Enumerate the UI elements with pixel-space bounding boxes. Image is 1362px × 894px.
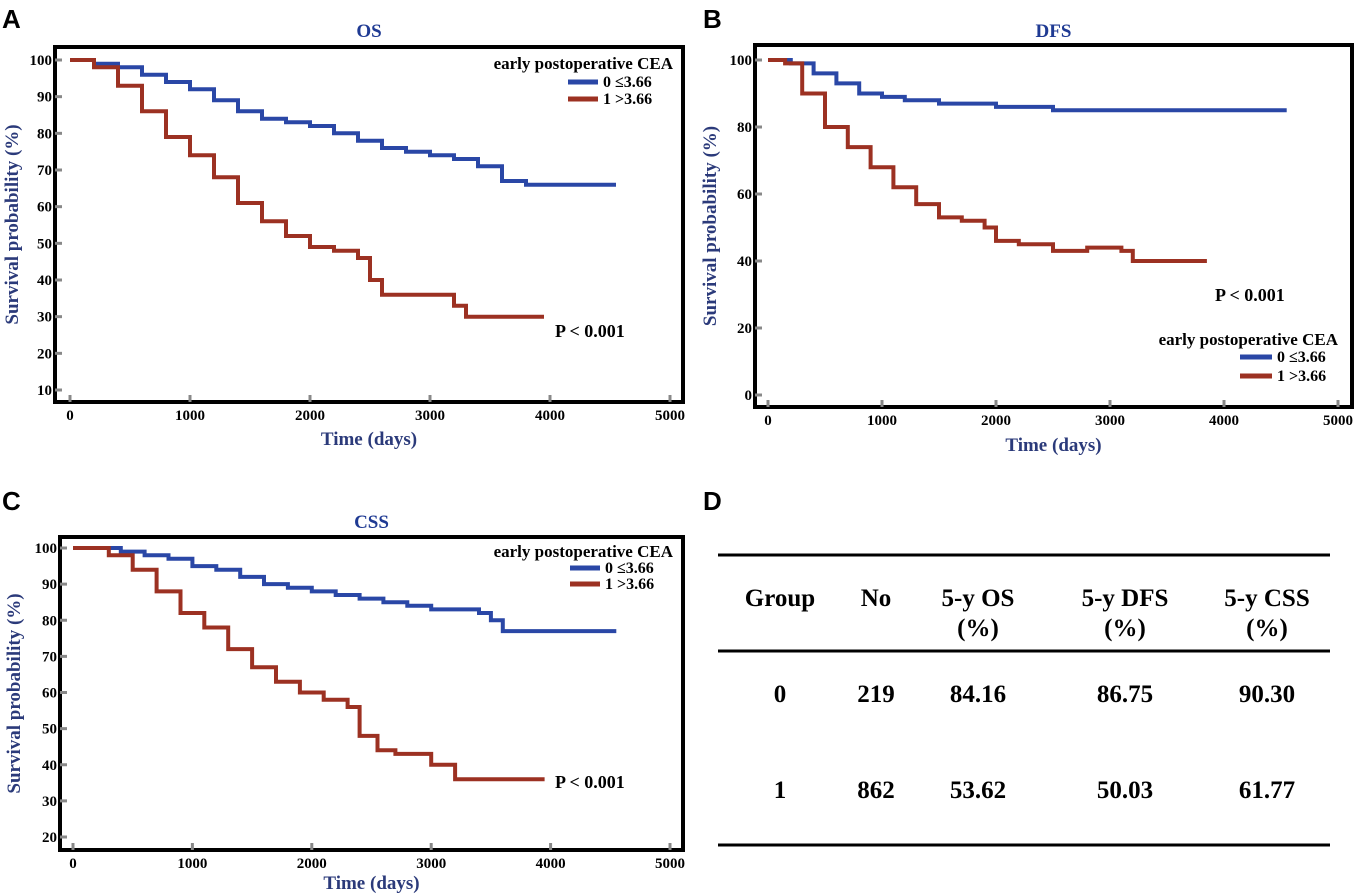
y-tick-label: 70 [42, 649, 57, 665]
y-tick-label: 30 [37, 310, 52, 326]
x-tick-label: 5000 [655, 856, 685, 872]
dfs-chart: DFS Time (days) Survival probability (%) 0 2… [700, 21, 1354, 456]
legend-entry: 1 >3.66 [603, 91, 652, 108]
table-cell: 84.16 [950, 681, 1006, 708]
x-tick-label: 0 [66, 408, 74, 424]
y-axis-label: Survival probability (%) [700, 126, 721, 326]
y-tick-label: 80 [42, 613, 57, 629]
x-tick-label: 1000 [867, 413, 897, 429]
plot-frame [53, 45, 685, 404]
y-tick-label: 100 [30, 53, 53, 69]
x-tick-label: 3000 [1095, 413, 1125, 429]
y-tick-label: 50 [42, 722, 57, 738]
x-tick-label: 1000 [175, 408, 205, 424]
x-axis-label: Time (days) [1005, 435, 1101, 456]
y-tick-label: 40 [737, 254, 752, 270]
x-tick-label: 4000 [536, 856, 566, 872]
y-tick-label: 90 [37, 90, 52, 106]
x-tick-label: 2000 [981, 413, 1011, 429]
table-cell: 61.77 [1239, 777, 1295, 804]
y-tick-label: 0 [745, 388, 753, 404]
x-tick-label: 5000 [655, 408, 685, 424]
table-header-unit: (%) [957, 615, 999, 642]
legend-title: early postoperative CEA [494, 54, 674, 73]
table-header-unit: (%) [1246, 615, 1288, 642]
survival-curve-high-cea [70, 58, 544, 319]
legend-entry: 0 ≤3.66 [605, 560, 654, 577]
survival-curve-high-cea [768, 58, 1207, 263]
chart-title: CSS [354, 512, 389, 533]
x-tick-label: 4000 [535, 408, 565, 424]
y-tick-label: 40 [42, 758, 57, 774]
p-value-label: P < 0.001 [555, 321, 625, 341]
y-tick-label: 100 [35, 541, 58, 557]
panel-label-d: D [703, 486, 722, 516]
legend-title: early postoperative CEA [1159, 330, 1339, 349]
survival-curve-high-cea [73, 546, 545, 782]
table-cell: 0 [774, 681, 787, 708]
panel-label-b: B [703, 4, 722, 34]
y-tick-label: 100 [730, 53, 753, 69]
table-cell: 50.03 [1097, 777, 1153, 804]
x-axis-label: Time (days) [323, 873, 419, 894]
p-value-label: P < 0.001 [555, 772, 625, 792]
x-tick-label: 0 [764, 413, 772, 429]
legend-entry: 1 >3.66 [1277, 368, 1326, 385]
y-tick-label: 20 [42, 830, 57, 846]
y-tick-label: 30 [42, 794, 57, 810]
x-axis-label: Time (days) [321, 429, 417, 450]
y-tick-label: 80 [37, 126, 52, 142]
table-header: No [861, 585, 892, 612]
table-cell: 219 [857, 681, 895, 708]
y-tick-label: 60 [737, 187, 752, 203]
x-tick-label: 5000 [1323, 413, 1353, 429]
x-tick-label: 2000 [295, 408, 325, 424]
x-tick-label: 3000 [416, 856, 446, 872]
x-tick-label: 0 [69, 856, 77, 872]
survival-curve-low-cea [768, 58, 1287, 113]
x-tick-label: 2000 [297, 856, 327, 872]
os-chart: OS Time (days) Survival probability (%) 10 2… [2, 21, 685, 450]
table-cell: 1 [774, 777, 787, 804]
table-header-unit: (%) [1104, 615, 1146, 642]
y-tick-label: 50 [37, 236, 52, 252]
table-header: 5-y CSS [1224, 585, 1309, 612]
survival-curve-low-cea [70, 58, 616, 187]
y-tick-label: 10 [37, 383, 52, 399]
y-tick-label: 20 [737, 321, 752, 337]
plot-frame [753, 43, 1354, 409]
survival-curve-low-cea [73, 546, 617, 634]
chart-title: DFS [1036, 21, 1072, 42]
legend-entry: 0 ≤3.66 [603, 74, 652, 91]
legend-title: early postoperative CEA [494, 542, 674, 561]
table-cell: 862 [857, 777, 895, 804]
table-header: 5-y OS [942, 585, 1015, 612]
x-tick-label: 1000 [177, 856, 207, 872]
x-tick-label: 4000 [1209, 413, 1239, 429]
table-cell: 86.75 [1097, 681, 1153, 708]
table-header: Group [745, 585, 815, 612]
y-tick-label: 70 [37, 163, 52, 179]
y-tick-label: 60 [37, 200, 52, 216]
panel-label-c: C [2, 486, 21, 516]
legend-entry: 1 >3.66 [605, 576, 654, 593]
y-tick-label: 40 [37, 273, 52, 289]
y-axis-label: Survival probability (%) [2, 124, 23, 324]
y-tick-label: 60 [42, 686, 57, 702]
table-cell: 90.30 [1239, 681, 1295, 708]
y-tick-label: 90 [42, 577, 57, 593]
legend-entry: 0 ≤3.66 [1277, 349, 1326, 366]
y-tick-label: 80 [737, 120, 752, 136]
chart-title: OS [356, 21, 381, 42]
table-header: 5-y DFS [1082, 585, 1169, 612]
y-tick-label: 20 [37, 346, 52, 362]
css-chart: CSS Time (days) Survival probability (%) 20… [4, 512, 685, 894]
p-value-label: P < 0.001 [1215, 285, 1285, 305]
table-cell: 53.62 [950, 777, 1006, 804]
panel-label-a: A [2, 4, 21, 34]
x-tick-label: 3000 [415, 408, 445, 424]
y-axis-label: Survival probability (%) [4, 593, 25, 793]
survival-summary-table: Group No 5-y OS (%) 5-y DFS (%) 5-y CSS (%) 0 219… [718, 553, 1330, 847]
